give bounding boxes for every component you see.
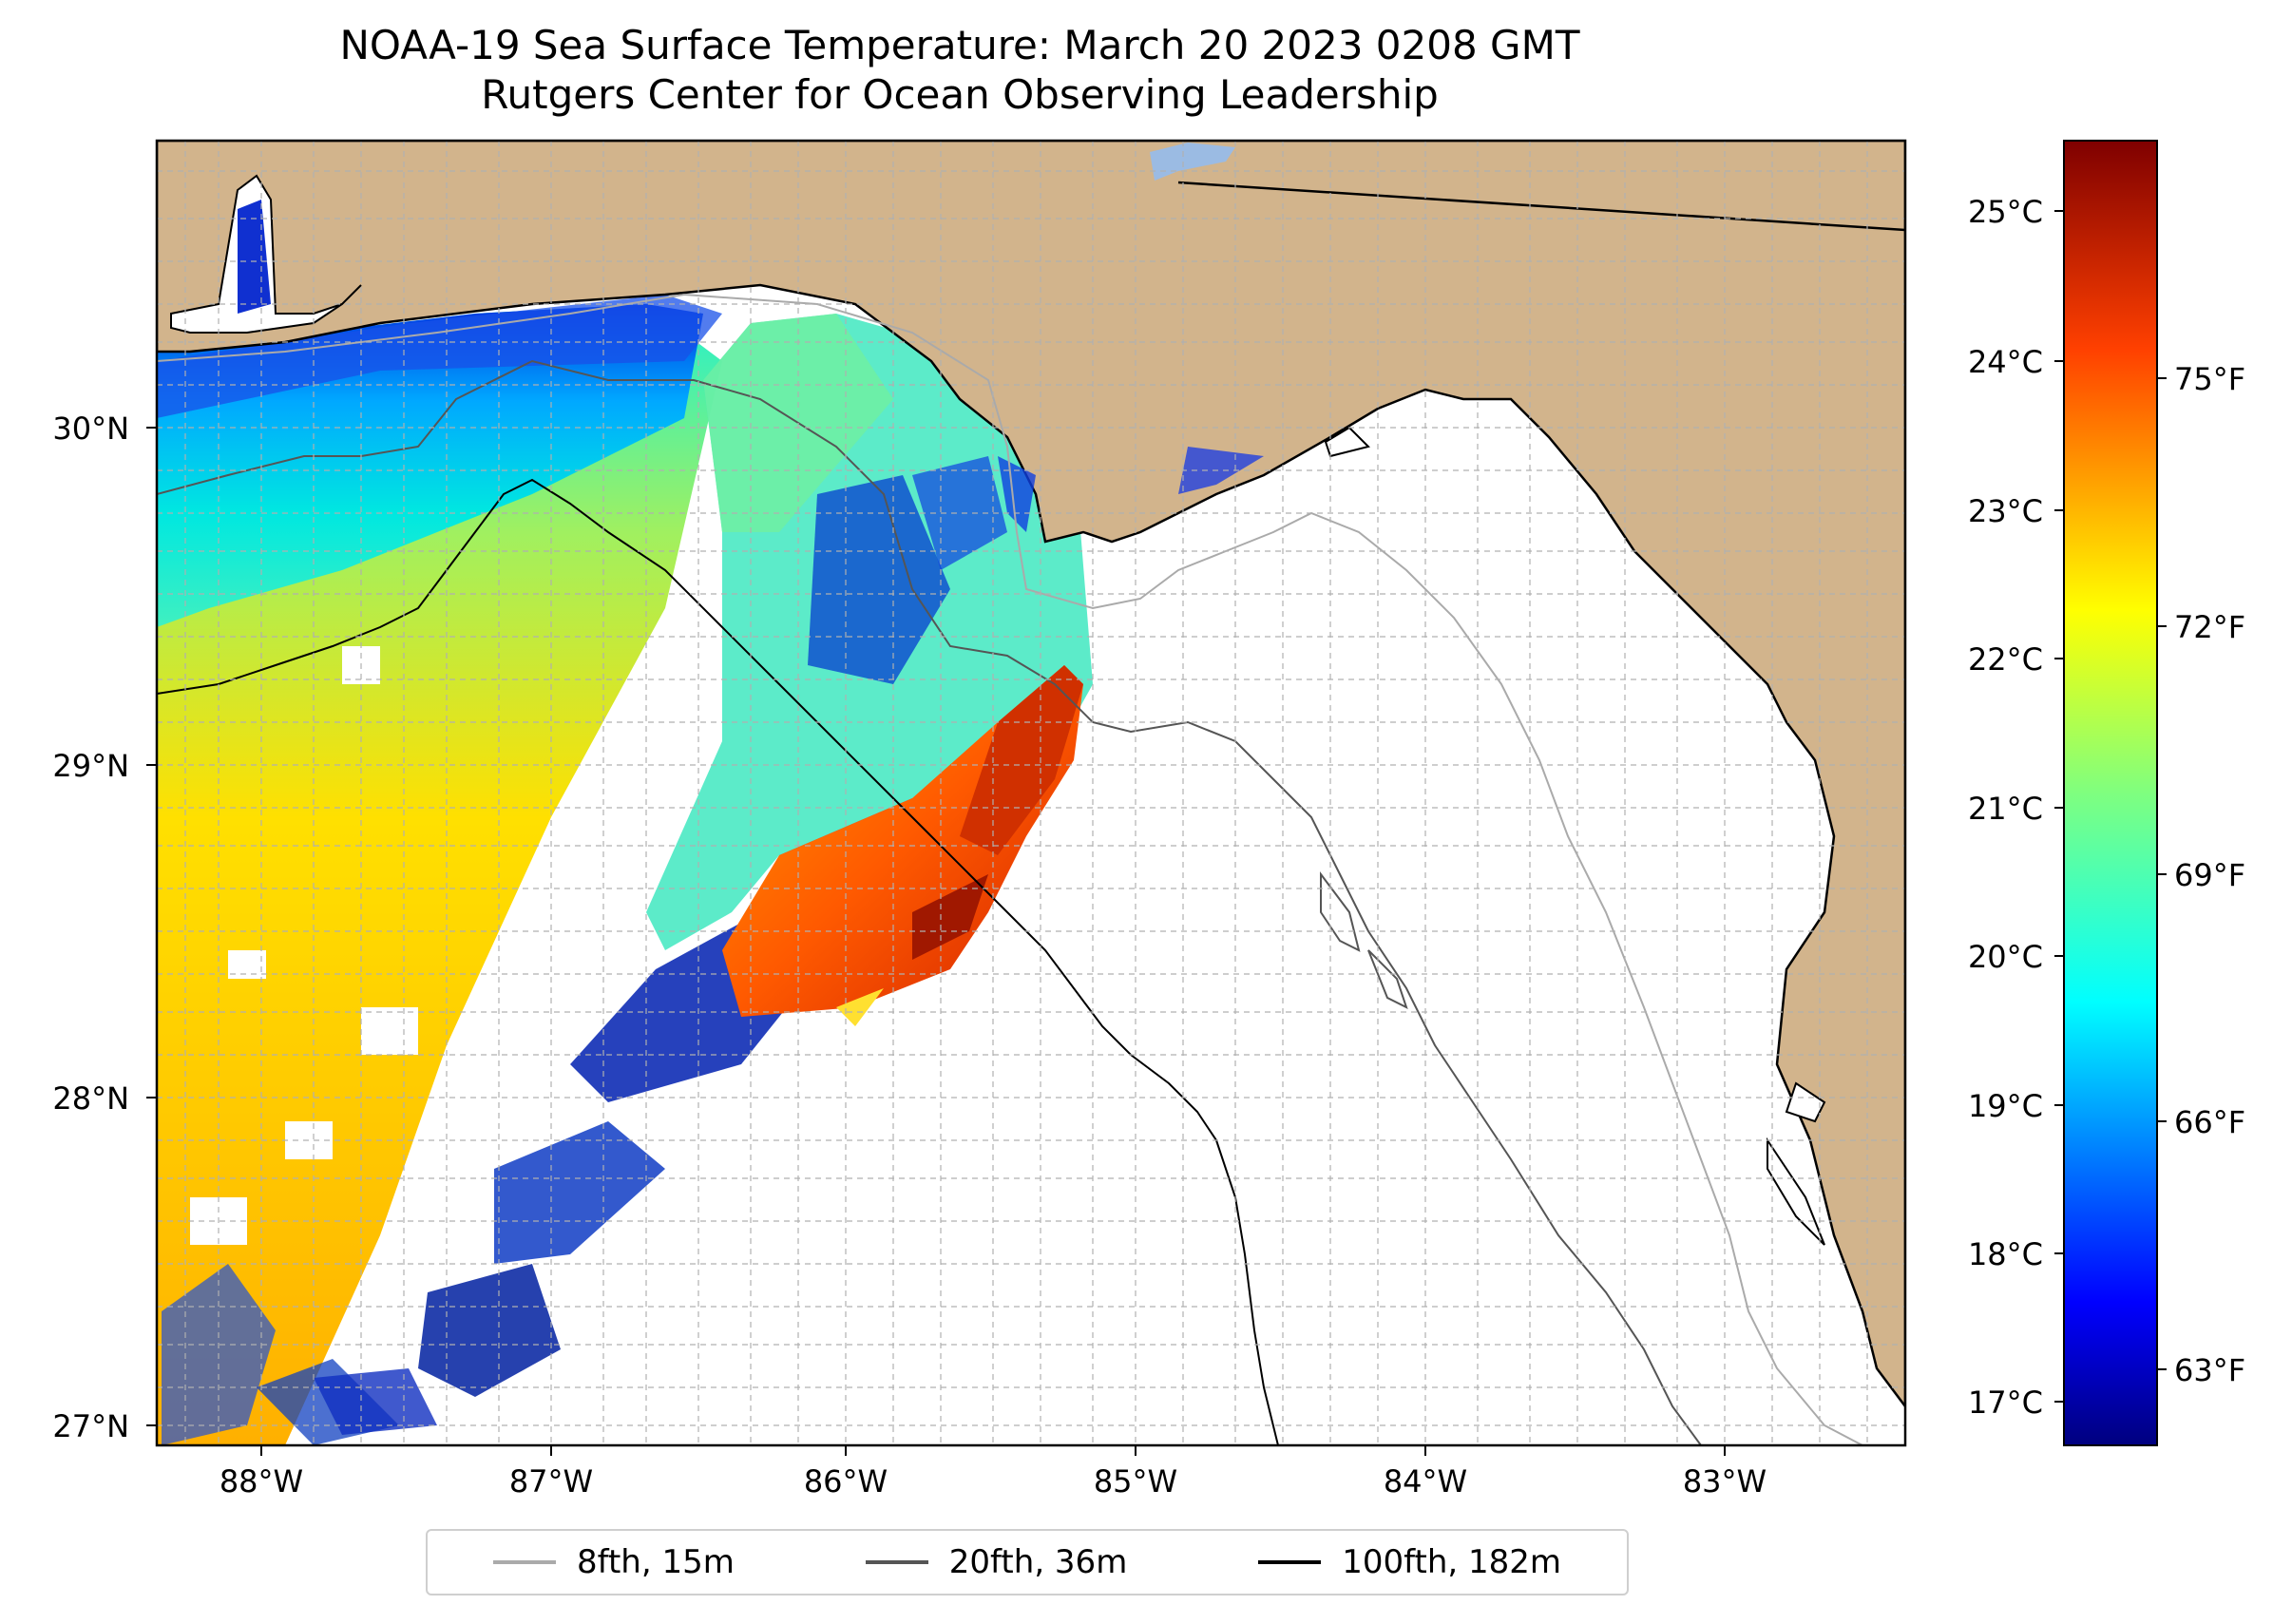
- map-frame: [155, 139, 1907, 1447]
- lon-label-85w: 85°W: [1094, 1463, 1177, 1500]
- lon-label-87w: 87°W: [509, 1463, 593, 1500]
- land: [157, 141, 1905, 1409]
- colorbar-label-63f: 63°F: [2174, 1352, 2245, 1388]
- axis-ticks: [146, 427, 1726, 1456]
- lon-label-84w: 84°W: [1384, 1463, 1467, 1500]
- legend-line-8fth: [492, 1560, 556, 1564]
- lon-label-88w: 88°W: [220, 1463, 303, 1500]
- legend-line-100fth: [1258, 1560, 1322, 1564]
- colorbar-label-66f: 66°F: [2174, 1104, 2245, 1140]
- legend-item-20fth: 20fth, 36m: [865, 1543, 1128, 1581]
- colorbar-gradient: [2063, 140, 2158, 1446]
- chart-title: NOAA-19 Sea Surface Temperature: March 2…: [0, 21, 1920, 120]
- title-line-2: Rutgers Center for Ocean Observing Leade…: [481, 71, 1439, 118]
- colorbar-label-17c: 17°C: [1968, 1385, 2043, 1421]
- lat-label-27n: 27°N: [52, 1408, 129, 1444]
- lon-labels: 88°W 87°W 86°W 85°W 84°W 83°W: [220, 1463, 1767, 1500]
- map-area: [157, 141, 1905, 1445]
- sst-warm-patch: [722, 665, 1083, 1026]
- title-line-1: NOAA-19 Sea Surface Temperature: March 2…: [339, 22, 1580, 68]
- colorbar-label-23c: 23°C: [1968, 493, 2043, 529]
- legend-label-8fth: 8fth, 15m: [576, 1543, 735, 1581]
- contour-legend: 8fth, 15m 20fth, 36m 100fth, 182m: [426, 1529, 1629, 1595]
- colorbar-label-21c: 21°C: [1968, 791, 2043, 827]
- contour-8fth: [157, 293, 1863, 1445]
- colorbar-fahrenheit-ticks: [2157, 377, 2167, 1370]
- legend-item-100fth: 100fth, 182m: [1258, 1543, 1561, 1581]
- contour-100fth: [157, 478, 1279, 1445]
- colorbar: 25°C 24°C 23°C 22°C 21°C 20°C 19°C 18°C …: [1968, 140, 2245, 1446]
- lat-label-29n: 29°N: [52, 748, 129, 784]
- lon-label-86w: 86°W: [804, 1463, 888, 1500]
- lat-labels: 30°N 29°N 28°N 27°N: [52, 411, 129, 1444]
- colorbar-label-72f: 72°F: [2174, 609, 2245, 645]
- colorbar-label-24c: 24°C: [1968, 344, 2043, 380]
- legend-label-20fth: 20fth, 36m: [948, 1543, 1128, 1581]
- lat-label-30n: 30°N: [52, 411, 129, 447]
- lat-label-28n: 28°N: [52, 1080, 129, 1117]
- gridlines: [157, 141, 1905, 1445]
- colorbar-label-18c: 18°C: [1968, 1236, 2043, 1272]
- colorbar-label-20c: 20°C: [1968, 939, 2043, 975]
- colorbar-label-75f: 75°F: [2174, 361, 2245, 397]
- colorbar-celsius-ticks: [2054, 210, 2064, 1403]
- legend-label-100fth: 100fth, 182m: [1342, 1543, 1562, 1581]
- colorbar-label-25c: 25°C: [1968, 194, 2043, 230]
- colorbar-label-69f: 69°F: [2174, 857, 2245, 893]
- colorbar-label-19c: 19°C: [1968, 1088, 2043, 1124]
- legend-line-20fth: [865, 1560, 928, 1564]
- colorbar-label-22c: 22°C: [1968, 641, 2043, 678]
- legend-item-8fth: 8fth, 15m: [492, 1543, 735, 1581]
- lon-label-83w: 83°W: [1683, 1463, 1767, 1500]
